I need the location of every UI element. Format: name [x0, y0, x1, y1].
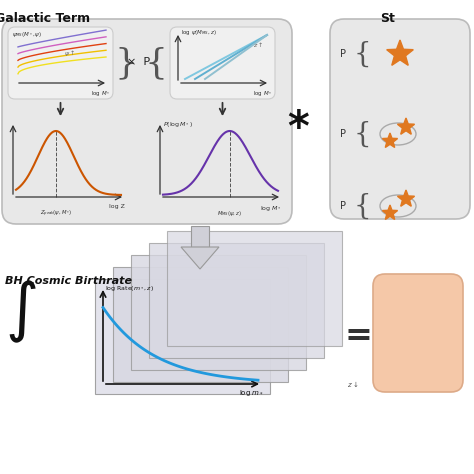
Text: P: P	[340, 129, 346, 139]
Text: =: =	[344, 319, 372, 353]
Polygon shape	[113, 267, 288, 382]
Polygon shape	[191, 226, 209, 247]
Text: $P(\log M_*)$: $P(\log M_*)$	[163, 120, 193, 129]
Text: log $m_*$: log $m_*$	[239, 388, 264, 398]
Text: St: St	[380, 12, 395, 25]
Text: {: {	[145, 46, 168, 80]
Polygon shape	[387, 40, 413, 65]
Text: ∫: ∫	[5, 281, 38, 343]
Polygon shape	[397, 190, 415, 206]
Text: $\psi_{MS}(M_*,\psi)$: $\psi_{MS}(M_*,\psi)$	[12, 30, 42, 39]
FancyBboxPatch shape	[373, 274, 463, 392]
Text: Galactic Term: Galactic Term	[0, 12, 90, 25]
FancyBboxPatch shape	[2, 19, 292, 224]
Polygon shape	[131, 255, 306, 370]
Text: log Z: log Z	[109, 204, 125, 209]
Polygon shape	[383, 133, 398, 147]
Polygon shape	[149, 243, 324, 358]
Text: P: P	[340, 49, 346, 59]
Polygon shape	[181, 247, 219, 269]
Text: }: }	[114, 46, 137, 80]
Polygon shape	[397, 118, 415, 134]
Text: log $M_*$: log $M_*$	[253, 89, 272, 98]
Text: {: {	[354, 120, 372, 147]
Polygon shape	[383, 205, 398, 219]
Text: log $M_*$: log $M_*$	[91, 89, 110, 98]
Text: {: {	[354, 40, 372, 67]
Text: $z\uparrow$: $z\uparrow$	[253, 40, 263, 49]
Text: ×  P: × P	[127, 57, 150, 67]
Text: log $M_*$: log $M_*$	[260, 204, 282, 213]
FancyBboxPatch shape	[8, 27, 113, 99]
Text: $\psi\uparrow$: $\psi\uparrow$	[64, 48, 76, 58]
Text: {: {	[354, 192, 372, 219]
Text: log Rate$(m_*,z)$: log Rate$(m_*,z)$	[105, 284, 154, 293]
Polygon shape	[95, 279, 270, 394]
FancyBboxPatch shape	[330, 19, 470, 219]
Text: $Z_{peak}(\psi,M_*)$: $Z_{peak}(\psi,M_*)$	[40, 209, 72, 219]
Text: BH Cosmic Birthrate: BH Cosmic Birthrate	[5, 276, 132, 286]
FancyBboxPatch shape	[170, 27, 275, 99]
Text: $M_{MS}(\psi,z)$: $M_{MS}(\psi,z)$	[217, 209, 242, 218]
Text: log $\psi(M_{MS},z)$: log $\psi(M_{MS},z)$	[181, 28, 217, 37]
Polygon shape	[167, 231, 342, 346]
Text: *: *	[287, 108, 309, 150]
Text: P: P	[340, 201, 346, 211]
Text: $z\downarrow$: $z\downarrow$	[347, 380, 358, 389]
